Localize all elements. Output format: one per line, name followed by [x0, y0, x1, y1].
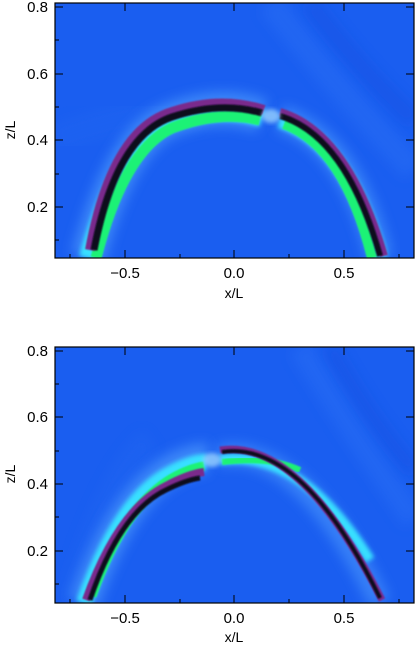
- loop-green-left: [90, 110, 262, 258]
- streak-1: [259, 3, 414, 179]
- ytick-label-b-0.8: 0.8: [27, 343, 48, 360]
- xtick-label-b-0.5: 0.5: [334, 610, 355, 627]
- loop-green-b-right: [221, 457, 302, 473]
- x-ticks-bottom: [69, 347, 400, 603]
- loop-core-b-left: [87, 475, 201, 601]
- xtick-label-neg0.5: −0.5: [110, 265, 140, 282]
- x-axis-title-bottom: x/L: [225, 629, 244, 645]
- ytick-label-0.4: 0.4: [27, 132, 48, 149]
- ytick-label-b-0.2: 0.2: [27, 543, 48, 560]
- heatmap-bottom: [58, 347, 414, 603]
- ytick-label-0.6: 0.6: [27, 66, 48, 83]
- loop-purple-left: [85, 98, 266, 251]
- heatmap-top: [55, 3, 414, 258]
- y-ticks-bottom: [55, 350, 414, 585]
- ytick-label-0.2: 0.2: [27, 199, 48, 216]
- streak-2: [302, 3, 414, 127]
- y-axis-title-top: z/L: [2, 120, 18, 139]
- ytick-label-b-0.6: 0.6: [27, 409, 48, 426]
- loop-purple-b-left: [82, 468, 205, 602]
- panel-bottom: 0.8 0.6 0.4 0.2 −0.5 0.0 0.5 x/L z/L: [2, 343, 415, 645]
- panel-top: 0.8 0.6 0.4 0.2 −0.5 0.0 0.5 x/L z/L: [2, 0, 415, 301]
- loop-core-left: [90, 104, 263, 251]
- x-ticks-top: [69, 3, 400, 258]
- streak-b2: [322, 347, 414, 476]
- loop-core-right: [279, 113, 383, 257]
- loop-green-right: [282, 119, 377, 258]
- xtick-label-0.0: 0.0: [224, 265, 245, 282]
- x-axis-title-top: x/L: [225, 285, 244, 301]
- xtick-label-b-neg0.5: −0.5: [110, 610, 140, 627]
- loop-core-b-right: [221, 449, 382, 599]
- y-ticks-top: [55, 6, 414, 241]
- xtick-label-0.5: 0.5: [334, 265, 355, 282]
- xtick-label-b-0.0: 0.0: [224, 610, 245, 627]
- loop-gap-top: [262, 109, 280, 123]
- loop-gap-bottom: [203, 453, 221, 467]
- ytick-label-0.8: 0.8: [27, 0, 48, 16]
- streak-b1: [289, 347, 414, 527]
- ytick-label-b-0.4: 0.4: [27, 476, 48, 493]
- loop-purple-right: [278, 108, 388, 258]
- y-axis-title-bottom: z/L: [2, 464, 18, 483]
